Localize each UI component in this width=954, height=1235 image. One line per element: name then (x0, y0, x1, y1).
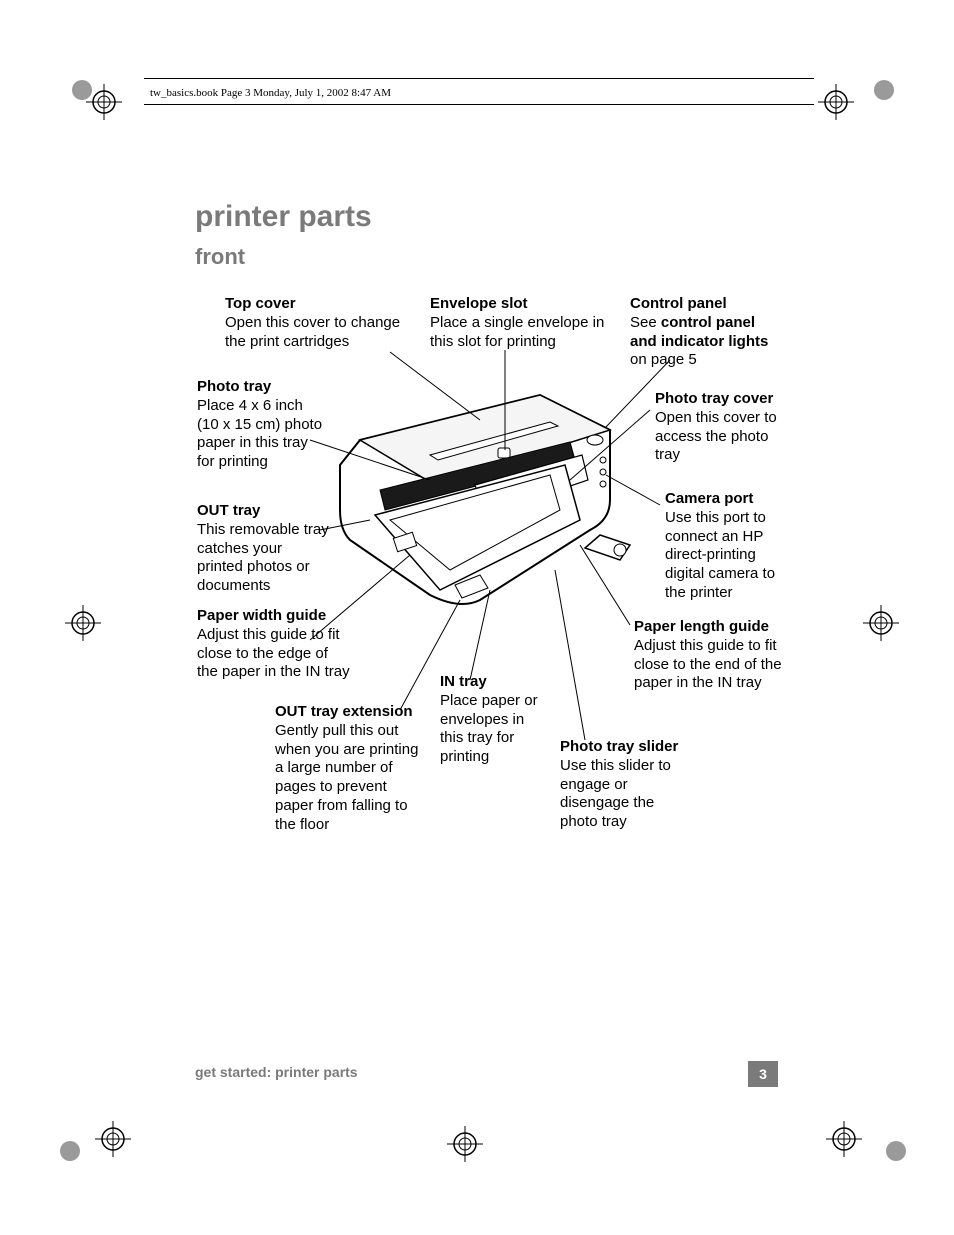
registration-mark-icon (816, 72, 900, 132)
header-text: tw_basics.book Page 3 Monday, July 1, 20… (150, 87, 804, 101)
callout-label: OUT tray (197, 502, 332, 521)
callout-body: This removable tray catches your printed… (197, 521, 329, 594)
callout-body: Use this slider to engage or disengage t… (560, 757, 671, 830)
callout-label: IN tray (440, 673, 550, 692)
registration-mark-icon (856, 598, 906, 648)
printer-illustration (320, 370, 640, 630)
callout-photo-tray-cover: Photo tray cover Open this cover to acce… (655, 390, 785, 465)
callout-body: See control panel and indicator lights o… (630, 314, 768, 369)
callout-label: Camera port (665, 490, 795, 509)
callout-photo-tray: Photo tray Place 4 x 6 inch (10 x 15 cm)… (197, 378, 327, 472)
callout-body: Place a single envelope in this slot for… (430, 314, 604, 350)
callout-out-tray: OUT tray This removable tray catches you… (197, 502, 332, 596)
callout-top-cover: Top cover Open this cover to change the … (225, 295, 405, 351)
callout-in-tray: IN tray Place paper or envelopes in this… (440, 673, 550, 767)
callout-body: Place paper or envelopes in this tray fo… (440, 692, 538, 765)
callout-label: Top cover (225, 295, 405, 314)
page-number: 3 (748, 1061, 778, 1087)
callout-label: OUT tray extension (275, 703, 425, 722)
registration-mark-icon (70, 72, 130, 132)
callout-label: Paper width guide (197, 607, 352, 626)
registration-mark-icon (814, 1109, 914, 1169)
callout-photo-tray-slider: Photo tray slider Use this slider to eng… (560, 738, 695, 832)
callout-label: Control panel (630, 295, 785, 314)
registration-mark-icon (58, 598, 108, 648)
page-title: printer parts (195, 200, 372, 234)
callout-body: Gently pull this out when you are printi… (275, 722, 418, 833)
callout-label: Photo tray cover (655, 390, 785, 409)
callout-label: Photo tray (197, 378, 327, 397)
registration-mark-icon (440, 1119, 490, 1169)
page-subtitle: front (195, 244, 245, 270)
footer-text: get started: printer parts (195, 1064, 358, 1080)
callout-paper-length-guide: Paper length guide Adjust this guide to … (634, 618, 794, 693)
callout-body: Use this port to connect an HP direct-pr… (665, 509, 775, 601)
callout-body: Open this cover to change the print cart… (225, 314, 400, 350)
callout-envelope-slot: Envelope slot Place a single envelope in… (430, 295, 605, 351)
header-bottom-rule (144, 104, 814, 105)
callout-body: Adjust this guide to fit close to the en… (634, 637, 782, 692)
callout-out-tray-extension: OUT tray extension Gently pull this out … (275, 703, 425, 834)
callout-body: Adjust this guide to fit close to the ed… (197, 626, 350, 681)
callout-control-panel: Control panel See control panel and indi… (630, 295, 785, 370)
header-top-rule (144, 78, 814, 79)
callout-body: Place 4 x 6 inch (10 x 15 cm) photo pape… (197, 397, 322, 470)
callout-paper-width-guide: Paper width guide Adjust this guide to f… (197, 607, 352, 682)
callout-body: Open this cover to access the photo tray (655, 409, 777, 464)
callout-label: Paper length guide (634, 618, 794, 637)
callout-label: Photo tray slider (560, 738, 695, 757)
registration-mark-icon (58, 1109, 148, 1169)
callout-label: Envelope slot (430, 295, 605, 314)
callout-camera-port: Camera port Use this port to connect an … (665, 490, 795, 603)
